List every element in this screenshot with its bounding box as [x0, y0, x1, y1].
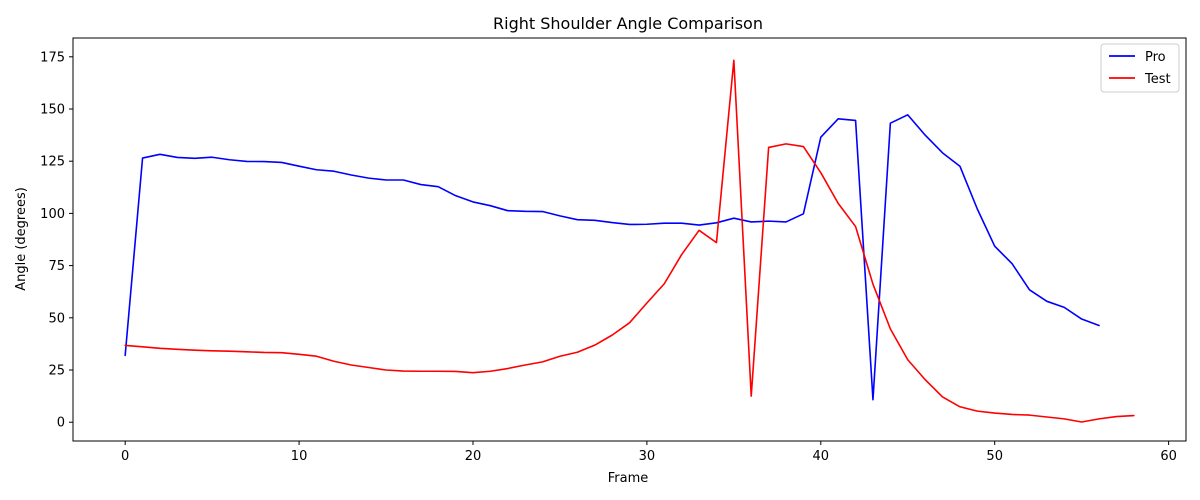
- y-tick-label: 125: [40, 155, 65, 170]
- y-tick-label: 175: [40, 50, 65, 65]
- y-tick-label: 50: [48, 311, 65, 326]
- y-tick-label: 100: [40, 207, 65, 222]
- x-axis-label: Frame: [608, 471, 649, 486]
- plot-border: [72, 37, 1187, 442]
- y-tick-label: 150: [40, 102, 65, 117]
- legend-label-test: Test: [1144, 72, 1171, 87]
- legend-label-pro: Pro: [1145, 50, 1166, 65]
- x-tick-label: 60: [1160, 449, 1177, 464]
- chart-title: Right Shoulder Angle Comparison: [493, 14, 763, 33]
- legend: Pro Test: [1100, 43, 1180, 93]
- y-axis-ticks: 0 25 50 75 100 125 150 175: [40, 50, 73, 431]
- x-tick-label: 0: [121, 449, 129, 464]
- y-tick-label: 0: [57, 416, 65, 431]
- y-tick-label: 75: [48, 259, 65, 274]
- x-tick-label: 50: [986, 449, 1003, 464]
- series-layer: [124, 59, 1135, 423]
- x-tick-label: 20: [465, 449, 482, 464]
- x-axis-ticks: 0 10 20 30 40 50 60: [121, 441, 1177, 464]
- series-line-pro: [124, 114, 1100, 401]
- y-axis-label: Angle (degrees): [14, 187, 29, 291]
- x-tick-label: 40: [813, 449, 830, 464]
- x-tick-label: 10: [291, 449, 308, 464]
- plot-frame: [73, 38, 1186, 441]
- series-line-test: [124, 59, 1135, 423]
- y-tick-label: 25: [48, 364, 65, 379]
- x-tick-label: 30: [639, 449, 656, 464]
